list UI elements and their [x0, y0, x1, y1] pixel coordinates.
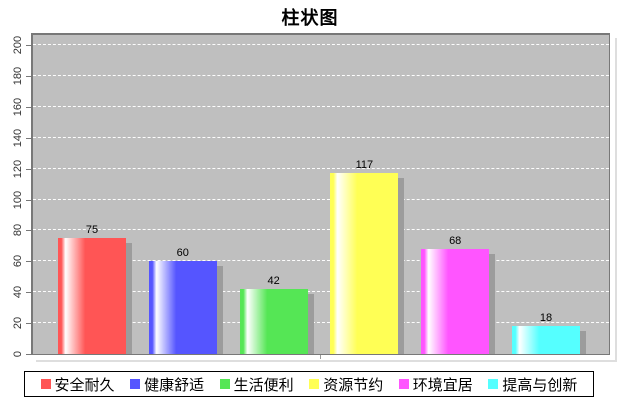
bar-value-label: 60 — [176, 247, 189, 259]
gridline — [33, 198, 609, 200]
y-axis-tick-label: 160 — [12, 97, 24, 117]
legend-swatch-icon — [309, 379, 320, 389]
legend-item-环境宜居: 环境宜居 — [398, 374, 473, 395]
legend-swatch-icon — [219, 379, 230, 389]
legend-swatch-icon — [130, 379, 141, 389]
gridline — [33, 291, 609, 293]
legend-label: 提高与创新 — [502, 376, 578, 394]
legend-item-健康舒适: 健康舒适 — [130, 374, 204, 395]
legend-swatch-icon — [488, 379, 499, 389]
bar-value-label: 42 — [267, 275, 280, 287]
plot-area-shadow — [36, 38, 617, 362]
gridline — [33, 167, 609, 169]
gridline — [33, 229, 609, 231]
gridline — [33, 44, 609, 45]
legend-label: 生活便利 — [233, 376, 294, 394]
bar-提高与创新 — [512, 326, 580, 354]
y-axis-tick-label: 180 — [12, 66, 24, 86]
y-axis-tick — [26, 45, 31, 46]
bar-资源节约 — [330, 173, 399, 354]
legend-label: 安全耐久 — [54, 376, 115, 394]
y-axis-tick — [26, 230, 31, 231]
bar-value-label: 117 — [355, 159, 374, 171]
legend-label: 健康舒适 — [144, 376, 205, 394]
y-axis-tick — [26, 76, 31, 77]
y-axis-tick-label: 200 — [12, 35, 24, 55]
y-axis-tick — [26, 261, 31, 262]
y-axis-tick-label: 0 — [12, 350, 24, 358]
legend: 安全耐久 健康舒适 生活便利 资源节约 环境宜居 提高与创新 — [24, 371, 594, 397]
gridline — [33, 322, 609, 324]
y-axis-tick — [26, 138, 31, 139]
bar-value-label: 75 — [85, 224, 99, 236]
legend-swatch-icon — [40, 379, 51, 389]
y-axis-tick — [26, 323, 31, 324]
y-axis-tick — [26, 292, 31, 293]
legend-item-安全耐久: 安全耐久 — [40, 374, 115, 395]
gridline — [33, 136, 609, 138]
legend-swatch-icon — [398, 379, 409, 389]
y-axis-tick-label: 60 — [12, 254, 24, 268]
y-axis-tick-label: 20 — [12, 316, 24, 330]
plot-area: 75 60 42 117 68 18 — [31, 33, 610, 355]
y-axis-tick — [26, 169, 31, 170]
legend-label: 环境宜居 — [412, 376, 473, 394]
bar-环境宜居 — [421, 249, 490, 354]
legend-item-生活便利: 生活便利 — [219, 374, 294, 395]
category-axis-tick — [320, 355, 321, 359]
bar-value-label: 18 — [539, 312, 553, 324]
legend-label: 资源节约 — [323, 376, 384, 394]
bar-安全耐久 — [58, 238, 126, 354]
y-axis-tick-label: 40 — [12, 285, 24, 299]
y-axis-tick — [26, 200, 31, 201]
y-axis-tick-label: 140 — [12, 128, 24, 148]
y-axis-tick-label: 80 — [12, 223, 24, 237]
legend-item-资源节约: 资源节约 — [309, 374, 383, 395]
gridline — [33, 74, 609, 76]
y-axis-tick — [26, 354, 31, 355]
y-axis-tick — [26, 107, 31, 108]
y-axis-tick-label: 100 — [12, 190, 24, 210]
gridline — [33, 260, 609, 262]
legend-item-提高与创新: 提高与创新 — [488, 374, 577, 395]
y-axis-tick-label: 120 — [12, 159, 24, 179]
gridline — [33, 105, 609, 107]
chart-title: 柱状图 — [281, 8, 339, 28]
bar-value-label: 68 — [449, 235, 462, 247]
bar-健康舒适 — [148, 261, 217, 354]
bar-生活便利 — [239, 289, 308, 354]
